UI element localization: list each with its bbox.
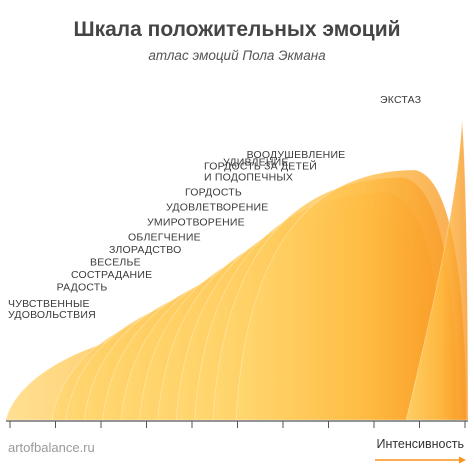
emotion-label: И ПОДОПЕЧНЫХ	[204, 172, 293, 184]
emotion-label: УДОВЛЕТВОРЕНИЕ	[166, 202, 268, 214]
emotion-label: ВЕСЕЛЬЕ	[90, 257, 141, 269]
page-subtitle: атлас эмоций Пола Экмана	[148, 48, 326, 63]
intensity-arrow-icon	[375, 456, 466, 464]
emotion-label: ВООДУШЕВЛЕНИЕ	[247, 149, 346, 161]
emotion-label: УДОВОЛЬСТВИЯ	[8, 309, 96, 321]
emotion-label: СОСТРАДАНИЕ	[71, 269, 152, 281]
page-title: Шкала положительных эмоций	[73, 18, 401, 41]
emotion-label: ЗЛОРАДСТВО	[109, 244, 182, 256]
emotion-label: УДИВЛЕНИЕ	[223, 157, 289, 169]
axis-ticks	[9, 421, 466, 428]
emotion-label: ЧУВСТВЕННЫЕ	[8, 298, 90, 310]
emotion-label: УМИРОТВОРЕНИЕ	[147, 217, 245, 229]
emotion-label: РАДОСТЬ	[57, 282, 108, 294]
site-name: artofbalance.ru	[8, 440, 95, 455]
emotion-label: ГОРДОСТЬ ЗА ДЕТЕЙ	[204, 160, 317, 173]
emotion-label: ГОРДОСТЬ	[185, 187, 242, 199]
emotion-label: ОБЛЕГЧЕНИЕ	[128, 232, 201, 244]
emotion-petals	[5, 119, 469, 421]
emotion-petal	[405, 119, 469, 421]
emotion-label: ЭКСТАЗ	[380, 94, 421, 106]
intensity-axis-label: Интенсивность	[376, 437, 464, 451]
